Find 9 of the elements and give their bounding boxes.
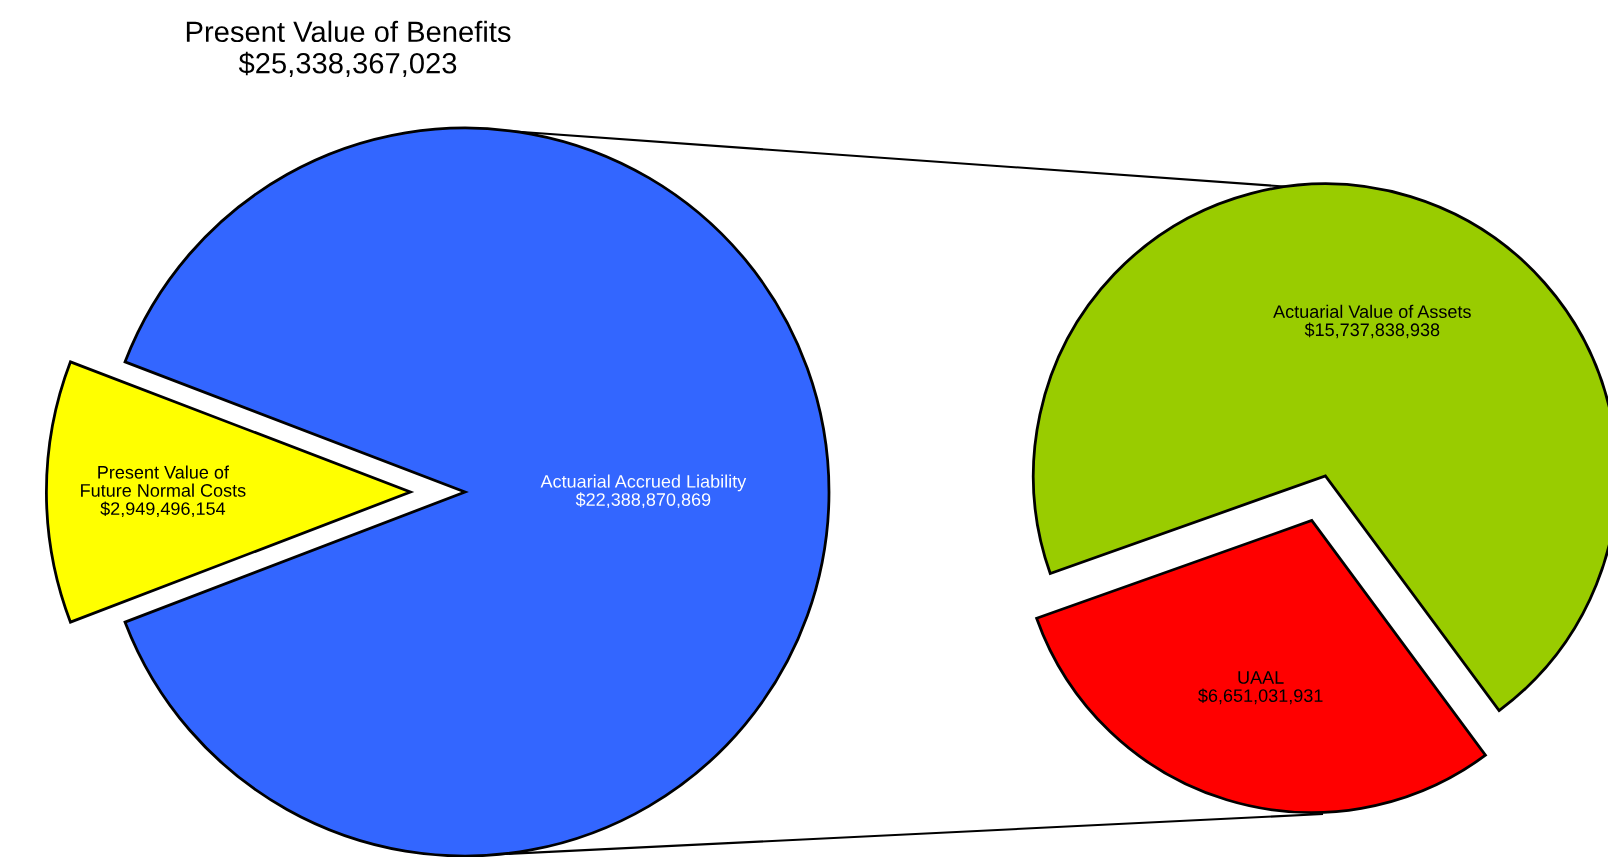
data-label: $22,388,870,869 [575,492,711,509]
slice-label: Present Value of Future Normal Costs [81,465,246,497]
slice-label: Actuarial Accrued Liability [540,474,747,492]
data-label: $15,737,838,938 [1304,322,1440,339]
chart-title: Present Value of Benefits $25,338,367,023 [186,20,511,77]
slice-label: Actuarial Value of Assets [1273,304,1471,318]
data-label: $6,651,031,931 [1198,688,1323,705]
slice-label: UAAL [1238,671,1284,684]
data-label: $2,949,496,154 [100,501,226,518]
